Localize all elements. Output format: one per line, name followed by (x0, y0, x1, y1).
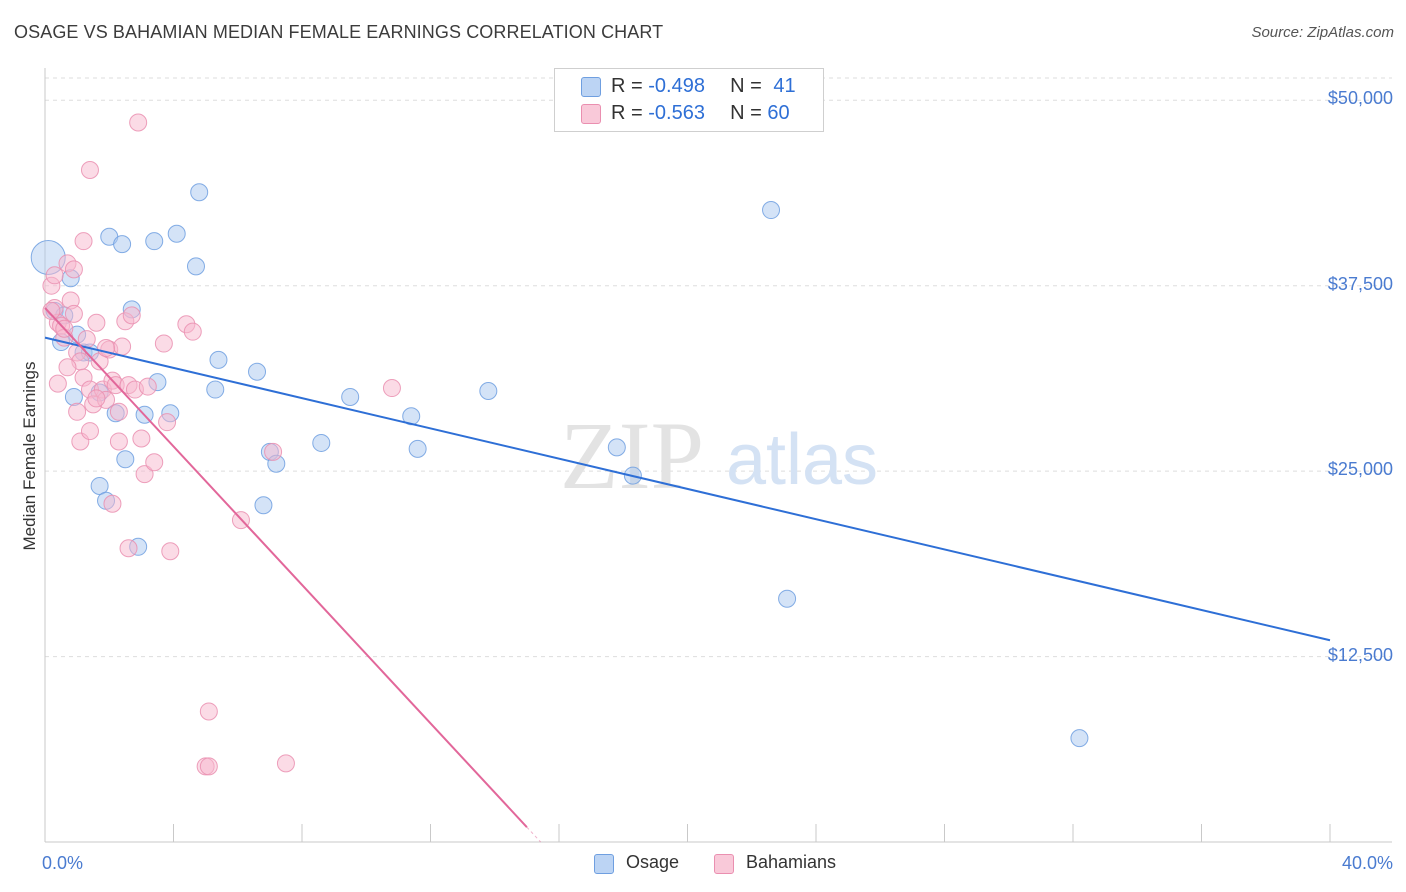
bahamian-point (276, 754, 295, 773)
series-legend: Osage Bahamians (0, 852, 1406, 878)
grid-lines (45, 77, 1392, 658)
osage-point (1070, 729, 1089, 748)
r-value-bahamians: -0.563 (648, 102, 705, 124)
r-value-osage: -0.498 (648, 75, 705, 97)
bahamian-point (109, 402, 128, 421)
osage-swatch (581, 77, 601, 97)
bahamian-point (138, 377, 157, 396)
osage-point (90, 476, 109, 495)
bahamian-point (161, 542, 180, 561)
osage-point (479, 382, 498, 401)
bahamian-point (129, 113, 148, 132)
watermark-zip: ZIP (560, 402, 704, 509)
r-label: R = (611, 102, 643, 124)
bahamian-trend-line (44, 307, 528, 828)
y-tick-label: $37,500 (1327, 273, 1393, 294)
bahamian-point (132, 429, 151, 448)
osage-trend-line (44, 336, 1331, 642)
trend-lines (44, 307, 1331, 843)
osage-point (341, 387, 360, 406)
bahamian-point (199, 702, 218, 721)
n-label: N = (730, 75, 762, 97)
bahamian-point (68, 402, 87, 421)
osage-point (113, 235, 132, 254)
osage-point (312, 433, 331, 452)
osage-point (254, 496, 273, 515)
osage-point (64, 387, 83, 406)
osage-point (145, 232, 164, 251)
axes (44, 68, 1392, 843)
bahamian-point (42, 301, 61, 320)
osage-point (167, 224, 186, 243)
bahamian-point (48, 374, 67, 393)
bahamian-point (122, 306, 141, 325)
bahamian-point (199, 757, 218, 776)
n-value-bahamians: 60 (767, 102, 790, 124)
legend-text-osage: R = -0.498 N = 41 (611, 75, 796, 98)
bahamian-point (119, 539, 138, 558)
n-label: N = (730, 102, 762, 124)
osage-point (762, 201, 781, 220)
chart-title: OSAGE VS BAHAMIAN MEDIAN FEMALE EARNINGS… (14, 22, 664, 42)
osage-legend-swatch (594, 854, 614, 874)
osage-point (209, 350, 228, 369)
source-credit: Source: ZipAtlas.com (1251, 24, 1394, 41)
bahamian-point (64, 260, 83, 279)
bahamian-point (80, 160, 99, 179)
x-tick-label-max: 40.0% (1341, 853, 1393, 873)
bahamian-point (58, 358, 77, 377)
bahamian-point (145, 453, 164, 472)
bahamians-swatch (581, 104, 601, 124)
bahamian-point (103, 494, 122, 513)
osage-point (190, 183, 209, 202)
bahamian-point (154, 334, 173, 353)
y-axis-label: Median Female Earnings (20, 361, 39, 551)
correlation-legend: R = -0.498 N = 41 R = -0.563 N = 60 (554, 68, 824, 132)
bahamian-point (74, 232, 93, 251)
bahamian-trend-extension (526, 826, 542, 843)
osage-point (248, 362, 267, 381)
r-label: R = (611, 75, 643, 97)
bahamian-point (113, 337, 132, 356)
osage-point (607, 438, 626, 457)
bahamian-point (158, 413, 177, 432)
y-tick-label: $12,500 (1327, 644, 1393, 665)
bahamian-point (109, 432, 128, 451)
osage-point (408, 439, 427, 458)
bahamian-point (87, 313, 106, 332)
y-tick-label: $50,000 (1327, 88, 1393, 109)
osage-point (206, 380, 225, 399)
osage-point (116, 450, 135, 469)
bahamians-legend-label: Bahamians (746, 852, 837, 872)
bahamian-point (135, 465, 154, 484)
bahamian-point (264, 442, 283, 461)
bahamian-point (80, 422, 99, 441)
bahamians-legend-swatch (714, 854, 734, 874)
watermark: ZIP atlas (560, 402, 878, 509)
osage-legend-label: Osage (626, 852, 680, 872)
x-tick-label-min: 0.0% (42, 853, 84, 873)
watermark-atlas: atlas (726, 420, 878, 500)
bahamian-point (87, 389, 106, 408)
n-value-osage: 41 (773, 75, 796, 97)
legend-text-bahamians: R = -0.563 N = 60 (611, 102, 790, 125)
y-tick-label: $25,000 (1327, 459, 1393, 480)
osage-point (778, 589, 797, 608)
osage-point (186, 257, 205, 276)
bahamian-point (64, 304, 83, 323)
bahamian-point (183, 322, 202, 341)
bahamian-point (382, 379, 401, 398)
bahamian-point (45, 266, 64, 285)
